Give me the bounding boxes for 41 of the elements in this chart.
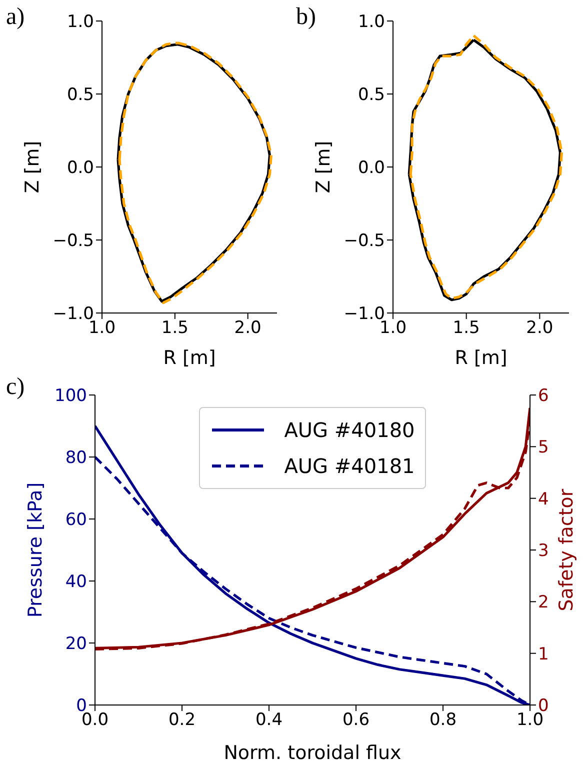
x-axis-title: R [m] xyxy=(163,347,216,369)
y2-tick-label: 2 xyxy=(538,592,549,613)
x-tick-label: 0.6 xyxy=(342,710,370,730)
y2-tick-label: 6 xyxy=(538,386,549,406)
legend-label: AUG #40180 xyxy=(284,418,415,442)
legend-label: AUG #40181 xyxy=(284,454,415,478)
x-tick-label: 2.0 xyxy=(234,318,262,338)
x-tick-label: 1.5 xyxy=(161,318,188,338)
y-tick-label: 0.0 xyxy=(358,158,385,178)
y-axis-title: Z [m] xyxy=(312,140,335,194)
y2-tick-label: 4 xyxy=(538,489,549,510)
x-axis-title: R [m] xyxy=(454,347,508,369)
y-tick-label: −0.5 xyxy=(344,231,385,252)
y2-tick-label: 3 xyxy=(538,541,549,562)
y-tick-label: 80 xyxy=(65,448,87,468)
x-tick-label: 0.8 xyxy=(429,710,457,730)
x-tick-label: 1.5 xyxy=(452,318,480,338)
y2-tick-label: 5 xyxy=(538,438,549,458)
y-tick-label: 60 xyxy=(65,510,87,530)
x-tick-label: 1.0 xyxy=(88,318,116,338)
y-tick-label: −0.5 xyxy=(52,231,94,252)
x-tick-label: 2.0 xyxy=(526,318,554,338)
y-axis-title: Z [m] xyxy=(22,140,44,194)
y-tick-label: 0.5 xyxy=(358,85,385,106)
y2-tick-label: 1 xyxy=(538,644,549,664)
y-axis-title: Pressure [kPa] xyxy=(24,482,47,618)
text: a) xyxy=(6,4,25,31)
y-tick-label: 20 xyxy=(65,634,87,654)
x-axis-title: Norm. toroidal flux xyxy=(224,742,402,764)
x-tick-label: 0.2 xyxy=(168,710,196,730)
y-tick-label: 0.5 xyxy=(66,85,94,106)
y-tick-label: 100 xyxy=(54,386,87,406)
y-tick-label: 1.0 xyxy=(358,12,385,32)
text: b) xyxy=(296,4,316,31)
x-tick-label: 1.0 xyxy=(379,318,407,338)
y2-axis-title: Safety factor xyxy=(556,488,578,612)
y-tick-label: 0.0 xyxy=(66,158,94,178)
y-tick-label: 40 xyxy=(65,572,87,592)
x-tick-label: 0.4 xyxy=(255,710,283,730)
text: c) xyxy=(6,374,25,401)
y-tick-label: 1.0 xyxy=(66,12,94,32)
